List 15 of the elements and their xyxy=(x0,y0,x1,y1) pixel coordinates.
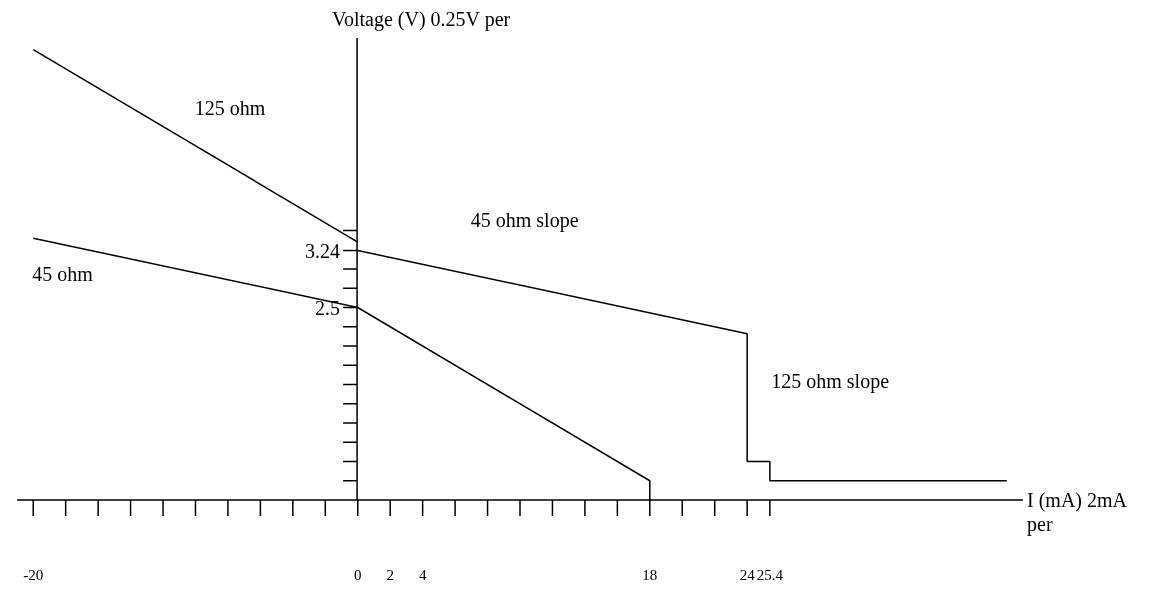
annotation: 125 ohm slope xyxy=(771,370,890,394)
y-tick-label: 2.5 xyxy=(315,296,341,319)
x-tick-label: 24 xyxy=(739,567,756,583)
annotation: 45 ohm slope xyxy=(470,208,579,232)
x-tick-label: 2 xyxy=(386,567,394,583)
x-tick-label: 4 xyxy=(418,567,427,583)
y-axis-title: Voltage (V) 0.25V per xyxy=(332,8,511,31)
annotation: 125 ohm xyxy=(194,97,266,119)
x-tick-label: 0 xyxy=(353,567,362,583)
x-axis-title: I (mA) 2mA per xyxy=(1027,489,1128,536)
x-tick-label: 25.4 xyxy=(756,567,784,583)
x-tick-label: 18 xyxy=(642,567,658,583)
y-tick-label: 3.24 xyxy=(305,239,341,262)
annotation: 45 ohm xyxy=(32,262,94,285)
x-tick-label: -20 xyxy=(23,567,44,583)
